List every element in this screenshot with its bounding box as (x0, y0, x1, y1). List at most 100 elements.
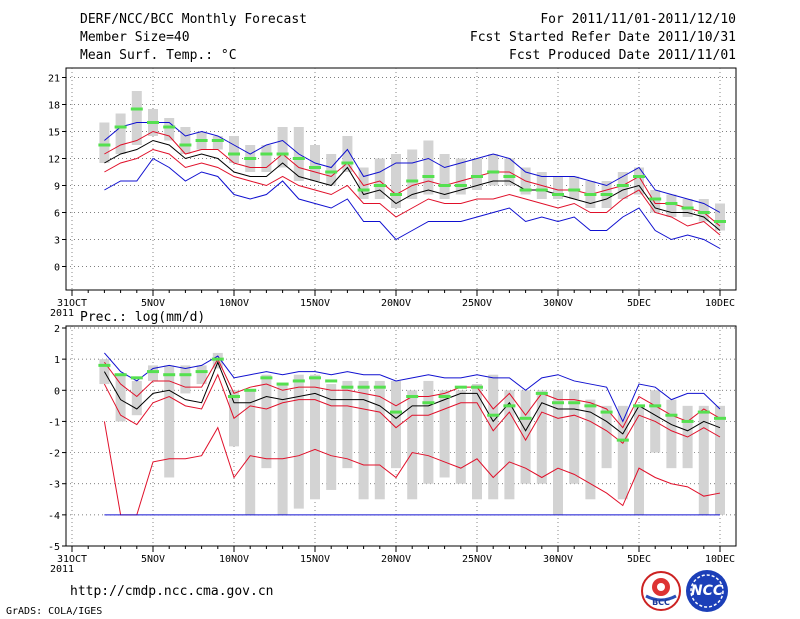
ensemble-mean-marker (357, 385, 370, 389)
ensemble-box (666, 194, 677, 217)
ensemble-mean-marker (633, 404, 645, 408)
ensemble-box (164, 365, 175, 478)
y-tick-label: 18 (48, 101, 60, 112)
ensemble-box (536, 390, 547, 484)
ensemble-mean-marker (325, 379, 338, 383)
ensemble-mean-marker (714, 220, 726, 223)
ensemble-mean-marker (406, 395, 419, 399)
ensemble-box (407, 390, 418, 500)
y-tick-label: 21 (48, 74, 60, 85)
ensemble-box (229, 136, 239, 163)
ensemble-mean-marker (584, 193, 597, 196)
x-tick-label: 20NOV (381, 298, 411, 309)
ensemble-box (617, 405, 628, 500)
ensemble-box (601, 405, 612, 469)
lower-percentile-line (104, 148, 721, 236)
ensemble-mean-marker (390, 193, 402, 196)
max-line (104, 352, 721, 423)
x-tick-label: 25NOV (462, 298, 492, 309)
ncc-logo-icon (686, 570, 728, 612)
x-tick-label: 10NOV (219, 298, 249, 309)
ensemble-box (439, 154, 450, 199)
website-url[interactable]: http://cmdp.ncc.cma.gov.cn (70, 584, 274, 599)
ensemble-box (277, 384, 288, 515)
ensemble-box (131, 91, 142, 145)
ensemble-mean-marker (649, 197, 662, 201)
median-line (103, 360, 721, 435)
ensemble-mean-marker (487, 413, 500, 417)
ncc-logo-text: NCC (690, 583, 724, 599)
ensemble-mean-marker (406, 179, 419, 183)
plot-frame (65, 67, 737, 291)
ensemble-box (342, 380, 353, 469)
produced-date: Fcst Produced Date 2011/11/01 (509, 48, 736, 63)
ensemble-box (212, 352, 223, 369)
ensemble-box (99, 122, 110, 163)
ensemble-mean-marker (454, 385, 467, 389)
ensemble-box (326, 154, 337, 186)
grads-credit: GrADS: COLA/IGES (6, 606, 103, 617)
x-year-label: 2011 (50, 564, 74, 575)
ensemble-box (520, 390, 531, 484)
ensemble-mean-marker (163, 125, 176, 129)
y-tick-label: -5 (48, 542, 60, 553)
ensemble-mean-marker (616, 438, 629, 442)
y-tick-label: -1 (48, 417, 60, 428)
ensemble-box (180, 127, 191, 154)
x-year-label: 2011 (50, 308, 74, 319)
x-tick-label: 25NOV (462, 554, 492, 565)
ensemble-box (293, 374, 304, 509)
ensemble-mean-marker (519, 188, 532, 192)
y-tick-label: -3 (48, 480, 60, 491)
ensemble-mean-marker (341, 161, 354, 165)
ensemble-box (277, 127, 288, 168)
ensemble-mean-marker (292, 379, 305, 383)
ensemble-box (472, 384, 482, 500)
ensemble-box (131, 380, 142, 416)
ensemble-mean-marker (357, 188, 370, 192)
ensemble-mean-marker (130, 376, 143, 380)
ensemble-mean-marker (438, 395, 451, 399)
ensemble-box (698, 405, 709, 515)
ensemble-box (99, 359, 110, 385)
ensemble-box (164, 118, 175, 141)
member-size: Member Size=40 (80, 30, 190, 45)
ensemble-box (472, 158, 482, 190)
x-tick-label: 5NOV (141, 298, 165, 309)
ensemble-mean-marker (244, 157, 257, 160)
ensemble-mean-marker (697, 211, 710, 214)
ensemble-box (374, 158, 385, 199)
precip-label: Prec.: log(mm/d) (80, 310, 206, 325)
ensemble-box (310, 374, 320, 500)
ensemble-box (569, 176, 580, 199)
ensemble-mean-marker (568, 401, 581, 405)
bcc-logo-icon (641, 571, 681, 611)
variable-label: Mean Surf. Temp.: °C (80, 48, 237, 63)
ensemble-mean-marker (616, 184, 629, 187)
ncc-logo: NCC (684, 568, 730, 614)
ensemble-box (439, 390, 450, 478)
chart-title: DERF/NCC/BCC Monthly Forecast (80, 12, 307, 27)
ensemble-mean-marker (341, 385, 354, 389)
y-tick-label: 0 (54, 263, 60, 274)
y-tick-label: 12 (48, 155, 60, 166)
x-tick-label: 10DEC (705, 554, 735, 565)
ensemble-mean-marker (681, 206, 694, 210)
ensemble-mean-marker (438, 184, 451, 187)
ensemble-mean-marker (552, 193, 564, 196)
ensemble-mean-marker (179, 373, 192, 377)
ensemble-box (423, 140, 434, 195)
ensemble-box (455, 158, 466, 195)
x-tick-label: 10NOV (219, 554, 249, 565)
ensemble-box (715, 203, 725, 231)
ensemble-mean-marker (147, 370, 159, 374)
ensemble-mean-marker (454, 184, 467, 187)
ensemble-mean-marker (373, 184, 386, 187)
ensemble-mean-marker (633, 175, 645, 178)
ensemble-mean-marker (228, 152, 240, 156)
ensemble-box (358, 167, 369, 199)
ensemble-mean-marker (276, 152, 289, 156)
forecast-period: For 2011/11/01-2011/12/10 (540, 12, 736, 27)
ensemble-mean-marker (535, 188, 548, 192)
